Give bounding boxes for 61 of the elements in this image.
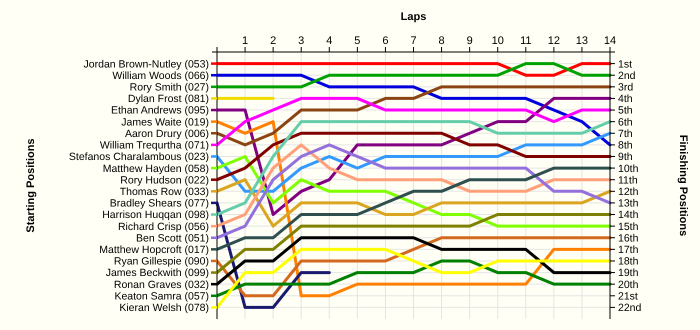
y-tick-label: 4th — [618, 93, 633, 106]
legend-label: Jordan Brown-Nutley (053) — [84, 58, 209, 70]
legend-label: Ben Scott (051) — [136, 232, 209, 244]
y-tick-label: 19th — [618, 267, 639, 280]
y-tick-label: 18th — [618, 256, 639, 268]
y-tick-label: 13th — [618, 198, 639, 210]
y-tick-label: 6th — [618, 116, 633, 128]
y-tick-label: 1st — [618, 58, 632, 70]
x-tick-label: 5 — [354, 35, 360, 47]
legend-label: Stefanos Charalambous (023) — [68, 151, 209, 164]
y-tick-label: 10th — [618, 162, 639, 175]
legend-label: Keaton Samra (057) — [114, 290, 209, 302]
legend-label: Bradley Shears (077) — [110, 198, 209, 210]
legend-label: Richard Crisp (056) — [118, 220, 209, 233]
x-tick-label: 12 — [548, 35, 560, 47]
legend-label: Harrison Huqqan (098) — [102, 209, 209, 222]
y-tick-label: 2nd — [618, 70, 636, 82]
x-axis-title: Laps — [400, 11, 426, 23]
legend-label: Ethan Andrews (095) — [110, 104, 209, 117]
x-tick-label: 3 — [298, 35, 304, 47]
legend-label: Ronan Graves (032) — [114, 278, 209, 291]
legend-label: Kieran Welsh (078) — [119, 302, 209, 314]
x-tick-label: 7 — [410, 35, 417, 47]
legend-label: James Beckwith (099) — [106, 267, 209, 280]
x-tick-label: 1 — [242, 35, 248, 47]
legend-label: Matthew Hayden (058) — [102, 162, 209, 175]
y-tick-label: 3rd — [618, 82, 634, 94]
legend-label: Aaron Drury (006) — [124, 128, 209, 140]
legend-label: James Waite (019) — [121, 116, 209, 128]
x-tick-label: 2 — [270, 35, 276, 47]
y-tick-label: 9th — [618, 151, 633, 164]
y-tick-label: 22nd — [618, 302, 642, 314]
x-tick-label: 8 — [438, 35, 445, 47]
x-tick-label: 9 — [466, 35, 473, 47]
y-tick-label: 21st — [618, 290, 638, 302]
y-axis-title: Finishing Positions — [677, 134, 689, 236]
legend-label: Rory Hudson (022) — [120, 174, 209, 186]
y-tick-label: 17th — [618, 244, 639, 256]
x-tick-label: 6 — [382, 35, 388, 47]
x-tick-label: 11 — [520, 35, 532, 47]
x-tick-label: 10 — [492, 35, 504, 47]
x-tick-label: 13 — [576, 35, 588, 47]
y-tick-label: 16th — [618, 232, 639, 244]
y-tick-label: 5th — [618, 104, 633, 117]
legend-label: Matthew Hopcroft (017) — [99, 244, 209, 256]
legend-label: Ryan Gillespie (090) — [114, 256, 209, 268]
legend-label: Rory Smith (027) — [130, 82, 209, 94]
legend-label: William Trequrtha (071) — [100, 140, 209, 152]
y-tick-label: 8th — [618, 140, 633, 152]
y-tick-label: 14th — [618, 209, 639, 222]
y-tick-label: 11th — [618, 174, 638, 186]
y-tick-label: 12th — [618, 186, 639, 198]
y-tick-label: 20th — [618, 278, 639, 291]
y-tick-label: 7th — [618, 128, 633, 140]
legend-label: Dylan Frost (081) — [128, 93, 209, 106]
y-tick-label: 15th — [618, 220, 639, 233]
legend-title: Starting Positions — [25, 138, 37, 233]
x-tick-label: 4 — [326, 35, 332, 47]
legend-label: Thomas Row (033) — [120, 186, 209, 198]
legend-label: William Woods (066) — [112, 70, 209, 82]
x-tick-label: 14 — [604, 35, 616, 47]
